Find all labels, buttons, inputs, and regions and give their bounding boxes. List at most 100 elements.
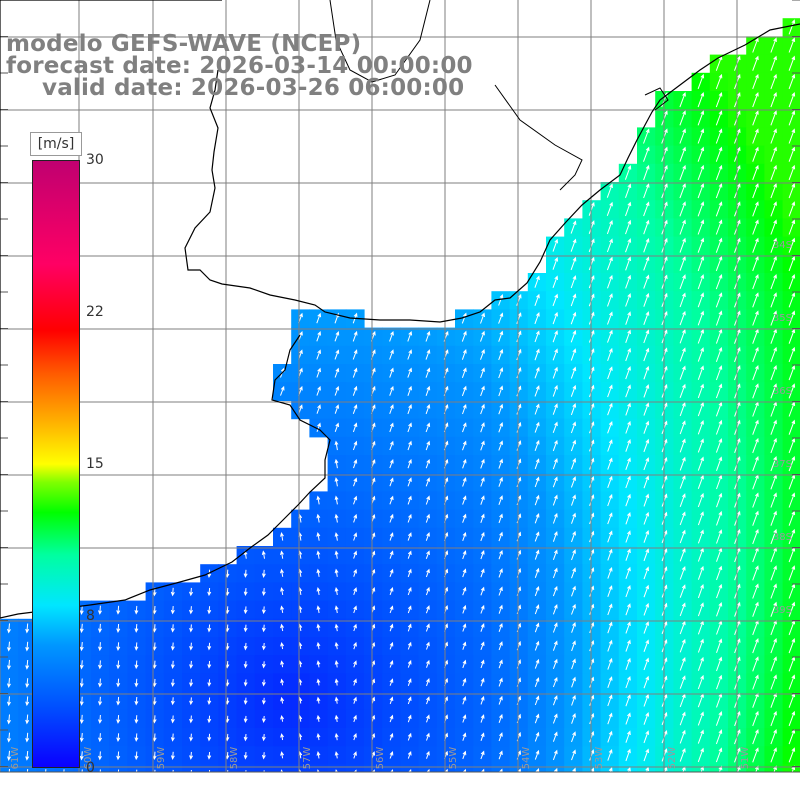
wind-arrow [334,605,339,614]
wind-arrow [461,330,467,342]
wind-arrow [352,330,358,342]
wind-arrow [697,328,704,344]
wind-arrow [498,604,503,614]
wind-arrow [679,529,686,544]
bottom-margin [0,772,800,800]
wind-arrow [752,73,759,90]
wind-arrow [389,404,394,414]
wind-arrow [425,605,430,614]
wind-arrow [353,587,357,595]
wind-arrow [407,458,412,469]
wind-arrow [770,419,777,435]
wind-arrow [334,477,339,487]
wind-arrow [607,347,613,361]
wind-arrow [715,146,723,162]
wind-arrow [534,439,540,451]
wind-arrow [480,495,485,505]
wind-arrow [570,238,577,252]
wind-arrow [788,328,796,344]
wind-arrow [462,696,467,705]
wind-arrow [715,274,723,290]
wind-arrow [752,674,759,690]
wind-arrow [788,492,796,508]
wind-arrow [552,238,559,252]
wind-arrow [480,403,485,415]
wind-arrow [426,659,430,668]
wind-arrow [679,438,686,453]
wind-arrow [316,732,321,741]
wind-arrow [353,495,358,505]
wind-arrow [316,568,321,577]
wind-arrow [334,732,339,741]
wind-arrow [407,641,412,650]
wind-arrow [752,183,759,199]
colorbar [32,160,80,768]
wind-arrow [552,549,558,560]
wind-arrow [534,458,540,470]
wind-arrow [534,749,540,760]
wind-arrow [697,711,704,726]
wind-arrow [606,183,613,198]
wind-arrow [498,586,503,596]
wind-arrow [697,92,705,108]
wind-arrow [697,274,705,290]
wind-arrow [570,220,577,234]
wind-arrow [353,513,358,523]
wind-arrow [280,714,285,722]
wind-arrow [679,183,686,199]
wind-arrow [407,623,412,632]
wind-arrow [571,749,576,761]
wind-arrow [334,568,339,577]
wind-arrow [715,183,723,199]
wind-arrow [788,237,796,253]
wind-arrow [679,237,686,253]
wind-arrow [625,675,631,689]
wind-arrow [697,729,704,744]
wind-arrow [389,751,394,759]
wind-arrow [679,329,686,344]
wind-arrow [25,750,30,761]
wind-arrow [697,456,704,471]
wind-arrow [280,733,285,741]
wind-arrow [788,674,796,690]
wind-arrow [625,712,631,725]
wind-arrow [716,510,723,526]
wind-arrow [697,255,705,272]
wind-arrow [697,584,704,599]
wind-arrow [170,624,175,633]
wind-arrow [407,750,412,759]
wind-arrow [752,274,759,290]
wind-arrow [316,751,321,759]
wind-arrow [389,714,394,723]
wind-arrow [334,513,339,523]
wind-arrow [261,697,266,705]
wind-arrow [679,602,686,617]
wind-arrow [98,660,103,670]
wind-arrow [79,733,84,743]
wind-arrow [625,293,631,307]
wind-arrow [480,622,485,632]
wind-arrow [334,532,339,541]
wind-arrow [697,383,704,399]
wind-arrow [98,733,103,743]
wind-arrow [770,328,777,344]
wind-arrow [353,678,357,686]
wind-arrow [752,492,759,508]
wind-arrow [643,219,650,235]
wind-arrow [697,201,705,217]
wind-arrow [625,603,631,616]
wind-arrow [552,293,558,307]
wind-arrow [643,475,650,489]
wind-arrow [534,330,540,343]
wind-arrow [334,678,339,686]
wind-arrow [480,641,485,650]
wind-arrow [643,511,650,525]
wind-arrow [407,367,412,378]
wind-arrow [679,256,686,271]
wind-arrow [7,714,11,725]
wind-arrow [770,565,777,581]
wind-arrow [116,660,121,670]
wind-arrow [571,585,576,597]
wind-arrow [571,731,576,743]
